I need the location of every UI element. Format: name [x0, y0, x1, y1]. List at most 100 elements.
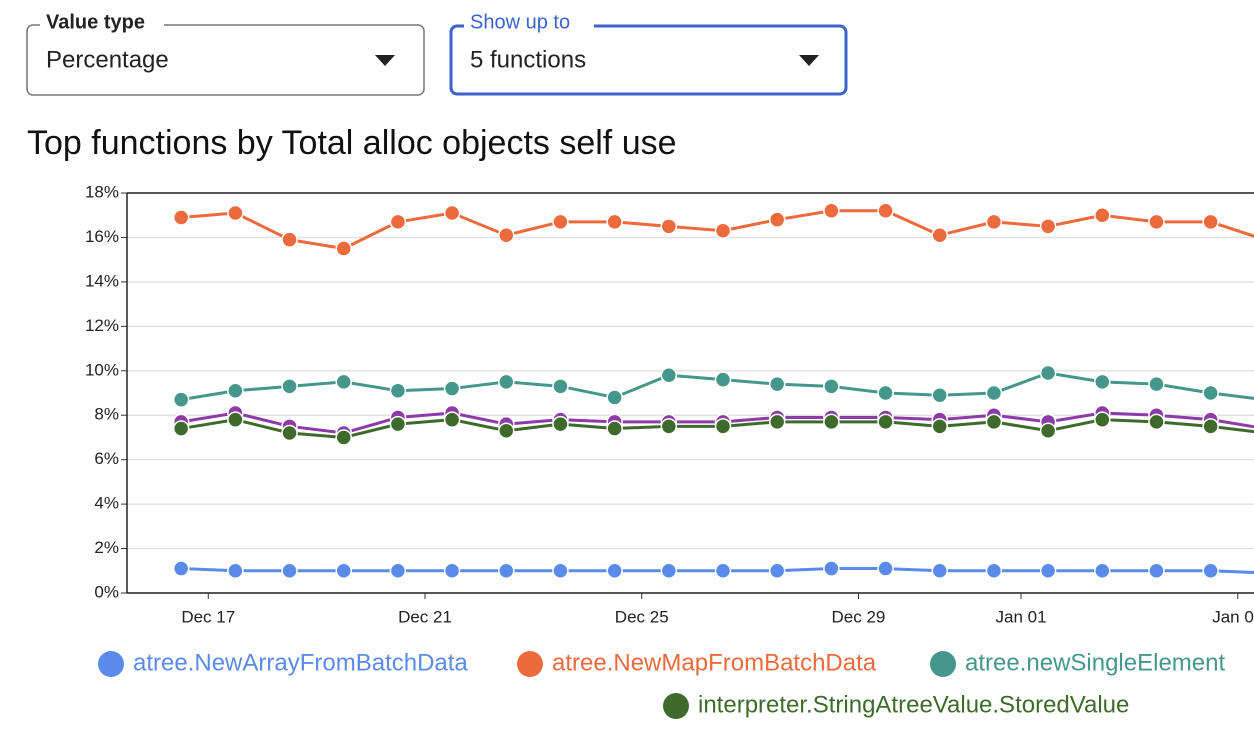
- label-gap: [40, 18, 164, 30]
- data-point: [389, 562, 407, 580]
- value-type-dropdown[interactable]: Value type Percentage: [26, 11, 425, 96]
- data-point: [606, 389, 623, 406]
- data-point: [931, 562, 948, 580]
- data-point: [931, 418, 948, 435]
- data-point: [660, 218, 678, 235]
- x-tick-label: Jan 01: [995, 607, 1046, 626]
- series: [172, 364, 1254, 408]
- data-point: [660, 418, 678, 435]
- data-point: [1039, 364, 1057, 382]
- show-up-to-dropdown[interactable]: Show up to 5 functions: [449, 11, 848, 96]
- y-tick-label: 10%: [85, 360, 119, 379]
- data-point: [714, 562, 732, 580]
- legend-swatch: [98, 651, 124, 677]
- data-point: [172, 391, 190, 408]
- data-point: [877, 202, 894, 220]
- data-point: [552, 415, 569, 433]
- y-tick-label: 12%: [85, 316, 119, 335]
- data-point: [1094, 411, 1111, 428]
- dropdown-box[interactable]: [449, 24, 848, 96]
- data-point: [985, 562, 1003, 580]
- data-point: [281, 378, 298, 395]
- data-point: [606, 420, 623, 437]
- data-point: [443, 562, 461, 580]
- data-point: [172, 209, 190, 226]
- data-point: [714, 222, 732, 240]
- data-point: [823, 378, 840, 395]
- data-point: [1094, 373, 1111, 391]
- data-point: [281, 562, 298, 580]
- data-point: [227, 562, 244, 580]
- data-point: [660, 562, 678, 580]
- legend-label: interpreter.StringAtreeValue.StoredValue: [698, 691, 1129, 718]
- y-tick-label: 0%: [94, 582, 119, 601]
- legend-swatch: [517, 651, 543, 677]
- data-point: [389, 382, 407, 400]
- data-point: [1202, 562, 1219, 580]
- data-point: [1094, 562, 1111, 580]
- data-point: [985, 384, 1003, 402]
- series: [172, 202, 1254, 257]
- data-point: [172, 420, 190, 437]
- series: [172, 411, 1254, 446]
- data-point: [281, 231, 298, 248]
- data-point: [281, 424, 298, 442]
- dropdown-arrow[interactable]: [375, 55, 395, 66]
- data-point: [1148, 213, 1165, 231]
- data-point: [335, 240, 352, 257]
- data-point: [768, 211, 786, 228]
- data-point: [1039, 562, 1057, 580]
- x-tick-label: Dec 25: [615, 607, 669, 626]
- data-point: [1148, 562, 1165, 580]
- legend-swatch: [930, 651, 956, 677]
- legend-swatch: [663, 693, 689, 719]
- y-tick-label: 16%: [85, 227, 119, 246]
- data-point: [1039, 218, 1057, 235]
- dropdown-box[interactable]: [26, 24, 425, 96]
- data-point: [335, 373, 352, 391]
- y-tick-label: 14%: [85, 271, 119, 290]
- dropdown-value[interactable]: 5 functions: [470, 46, 586, 73]
- data-point: [227, 382, 244, 400]
- data-point: [498, 373, 515, 391]
- data-point: [1148, 375, 1165, 393]
- data-point: [768, 375, 786, 393]
- data-point: [552, 378, 569, 395]
- dropdown-arrow[interactable]: [799, 55, 819, 66]
- data-point: [227, 411, 244, 428]
- data-point: [877, 560, 894, 577]
- chart-title: Top functions by Total alloc objects sel…: [27, 124, 677, 162]
- dropdown-value[interactable]: Percentage: [46, 46, 169, 73]
- data-point: [1039, 422, 1057, 440]
- data-point: [498, 422, 515, 440]
- dropdown-label: Value type: [46, 11, 145, 33]
- data-point: [823, 202, 840, 220]
- legend-item: atree.newSingleElement: [930, 649, 1225, 677]
- data-point: [389, 415, 407, 433]
- data-point: [1148, 413, 1165, 431]
- data-point: [552, 213, 569, 231]
- data-point: [877, 413, 894, 431]
- y-tick-label: 4%: [94, 494, 119, 513]
- data-point: [823, 413, 840, 431]
- data-point: [498, 226, 515, 244]
- data-point: [335, 562, 352, 580]
- data-point: [335, 429, 352, 446]
- x-tick-label: Dec 29: [832, 607, 886, 626]
- y-tick-label: 18%: [85, 182, 119, 201]
- dropdown-label: Show up to: [470, 11, 570, 33]
- y-tick-label: 6%: [94, 449, 119, 468]
- data-point: [768, 413, 786, 431]
- y-tick-label: 8%: [94, 405, 119, 424]
- data-point: [552, 562, 569, 580]
- data-point: [1202, 384, 1219, 402]
- x-tick-label: Dec 17: [181, 607, 235, 626]
- data-point: [443, 380, 461, 397]
- label-gap: [464, 18, 594, 30]
- x-tick-label: Dec 21: [398, 607, 452, 626]
- data-point: [714, 418, 732, 435]
- legend-label: atree.NewArrayFromBatchData: [133, 649, 468, 676]
- data-point: [660, 366, 678, 384]
